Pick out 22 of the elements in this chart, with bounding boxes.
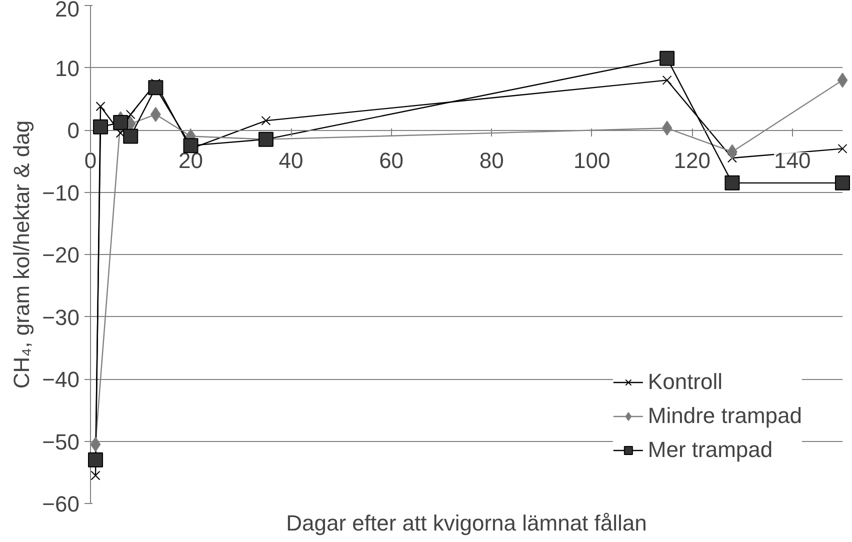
y-tick-label: 10 [55, 56, 80, 81]
y-tick-label: −30 [42, 304, 80, 330]
y-tick-label: 0 [67, 118, 80, 143]
y-tick-label: −20 [42, 242, 80, 268]
y-axis-title: CH₄, gram kol/hektar & dag [9, 120, 34, 389]
x-tick-label: 20 [178, 148, 204, 173]
legend-label: Kontroll [648, 369, 723, 395]
y-tick-label: −50 [42, 429, 80, 454]
x-tick-label: 0 [84, 148, 97, 173]
x-tick-label: 80 [479, 148, 504, 173]
legend-label: Mer trampad [648, 437, 773, 463]
y-tick-label: −40 [42, 367, 80, 392]
x-axis-title: Dagar efter att kvigorna lämnat fållan [286, 510, 647, 536]
x-tick-label: 40 [278, 148, 304, 173]
x-tick-label: 140 [774, 148, 811, 173]
x-tick-label: 120 [674, 148, 710, 173]
y-tick-label: 20 [55, 0, 80, 22]
x-tick-label: 100 [573, 148, 610, 173]
legend-label: Mindre trampad [648, 403, 802, 429]
y-tick-label: −10 [42, 180, 80, 206]
x-tick-label: 60 [379, 148, 404, 173]
y-tick-label: −60 [42, 492, 80, 516]
